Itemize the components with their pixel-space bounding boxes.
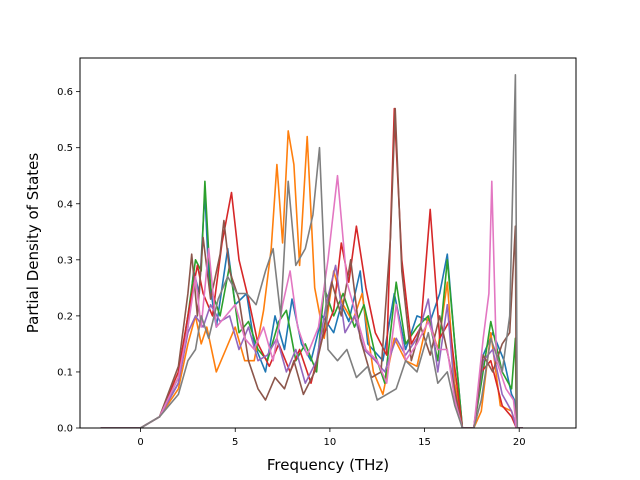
series-line-7: [100, 174, 523, 428]
y-tick-label: 0.2: [57, 311, 73, 322]
y-tick-label: 0.6: [57, 87, 73, 98]
series-line-4: [100, 107, 523, 428]
x-tick-label: 10: [324, 437, 337, 448]
series-line-3: [100, 180, 523, 428]
y-axis-ticks: 0.0 0.1 0.2 0.3 0.4 0.5 0.6: [57, 87, 80, 435]
y-tick-label: 0.3: [57, 255, 73, 266]
x-tick-label: 15: [418, 437, 431, 448]
x-tick-label: 0: [137, 437, 143, 448]
y-axis-label: Partial Density of States: [24, 153, 42, 334]
series-line-2: [100, 130, 523, 428]
y-tick-label: 0.5: [57, 143, 73, 154]
y-tick-label: 0.0: [57, 424, 73, 435]
plot-frame: [79, 57, 577, 429]
y-tick-label: 0.4: [57, 199, 73, 210]
series-line-5: [100, 264, 523, 428]
y-tick-label: 0.1: [57, 367, 73, 378]
x-axis-ticks: 0 5 10 15 20: [137, 428, 526, 448]
x-tick-label: 5: [232, 437, 238, 448]
series-layer: [100, 74, 523, 428]
series-line-8: [100, 74, 523, 428]
x-tick-label: 20: [513, 437, 526, 448]
x-axis-label: Frequency (THz): [267, 456, 389, 474]
